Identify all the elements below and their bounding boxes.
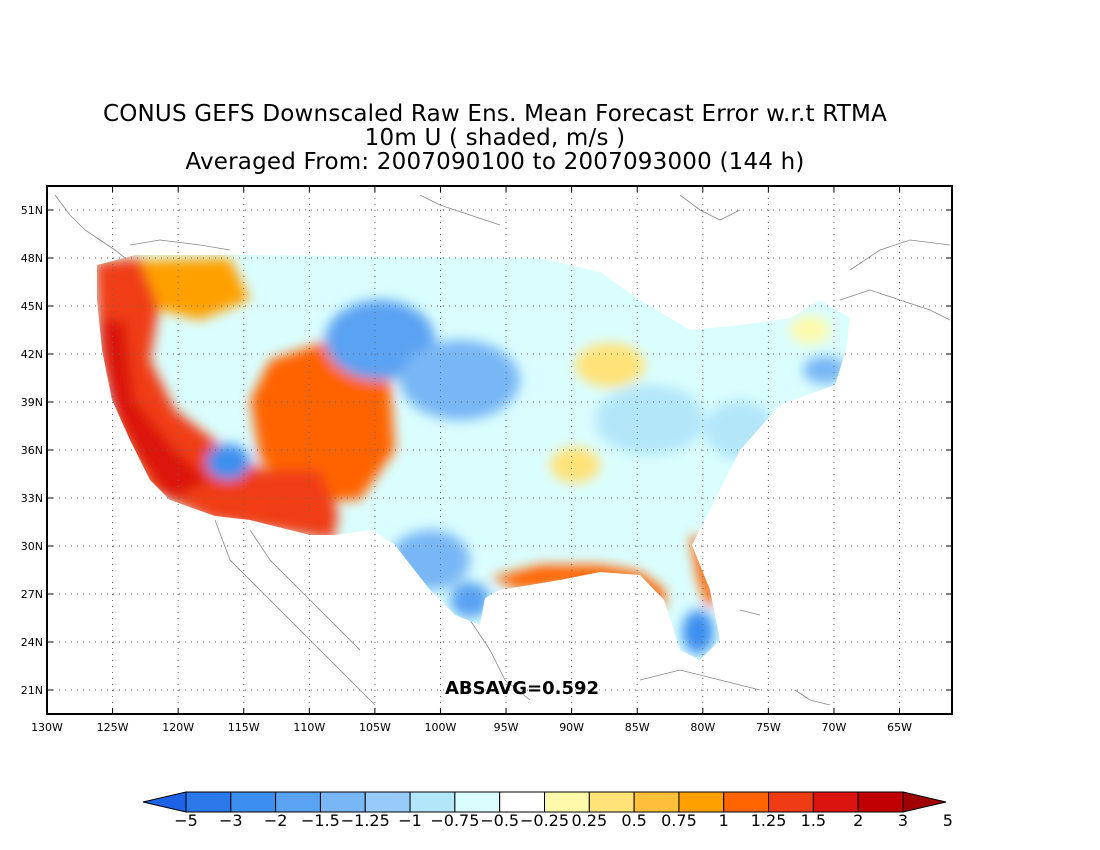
absavg-annotation: ABSAVG=0.592 [445, 678, 599, 699]
colorbar-label: −5 [174, 811, 198, 830]
colorbar-cell [364, 791, 411, 813]
colorbar-cell [409, 791, 456, 813]
southwest-positive-region [260, 470, 340, 530]
colorbar-label: 2 [853, 811, 863, 830]
colorbar-label: −1 [398, 811, 422, 830]
west-coast-strong-region [100, 320, 210, 500]
colorbar-label: −1.5 [301, 811, 340, 830]
error-shading-field [97, 255, 850, 660]
lon-tick-label: 125W [97, 721, 129, 734]
lat-tick-label: 39N [21, 396, 43, 409]
lat-tick-label: 48N [21, 252, 43, 265]
colorbar-cell [902, 791, 947, 813]
lon-tick-label: 75W [756, 721, 781, 734]
lon-tick-label: 90W [559, 721, 584, 734]
colorbar-cell [633, 791, 680, 813]
colorbar-cell [499, 791, 545, 813]
lon-tick-label: 115W [228, 721, 260, 734]
colorbar: −5 −3 −2 −1.5 −1.25 −1 −0.75 −0.5 −0.25 0.25 0.5 0.… [142, 791, 953, 830]
colorbar-label: 0.5 [621, 811, 646, 830]
coastline-outlines [54, 194, 951, 706]
appalachia-negative-region [705, 400, 775, 460]
lon-tick-label: 65W [887, 721, 912, 734]
colorbar-label: −0.5 [480, 811, 519, 830]
colorbar-label: −3 [219, 811, 243, 830]
lat-tick-label: 42N [21, 348, 43, 361]
lat-tick-label: 33N [21, 492, 43, 505]
rockies-negative-region [325, 300, 435, 380]
lon-tick-label: 95W [494, 721, 519, 734]
colorbar-cell [275, 791, 321, 813]
lat-tick-label: 21N [21, 684, 43, 697]
lat-tick-label: 36N [21, 444, 43, 457]
map-title-block: CONUS GEFS Downscaled Raw Ens. Mean Fore… [0, 102, 990, 174]
colorbar-cell [454, 791, 501, 813]
lon-tick-label: 100W [425, 721, 457, 734]
colorbar-cell [142, 791, 187, 813]
great-basin-negative-region [206, 444, 250, 480]
great-basin-positive-region [250, 340, 395, 500]
colorbar-cell [678, 791, 725, 813]
lon-tick-label: 80W [690, 721, 715, 734]
graticule-grid [47, 186, 952, 714]
colorbar-label: −0.25 [520, 811, 569, 830]
new-england-positive-region [790, 316, 830, 344]
longitude-axis: 130W 125W 120W 115W 110W 105W 100W 95W 90W 85W 80W… [31, 186, 912, 734]
map-title-line-1: CONUS GEFS Downscaled Raw Ens. Mean Fore… [102, 101, 888, 127]
lat-tick-label: 24N [21, 636, 43, 649]
lon-tick-label: 105W [359, 721, 391, 734]
plains-negative-region [400, 340, 520, 420]
lon-tick-label: 70W [822, 721, 847, 734]
lon-tick-label: 110W [293, 721, 325, 734]
colorbar-label: −1.25 [341, 811, 390, 830]
colorbar-cell [857, 791, 904, 813]
colorbar-cell [230, 791, 277, 813]
colorbar-cell [319, 791, 366, 813]
lon-tick-label: 120W [162, 721, 194, 734]
arkansas-positive-region [550, 447, 600, 483]
colorbar-label: 1.25 [751, 811, 787, 830]
northeast-negative-region [803, 356, 847, 384]
colorbar-cell [185, 791, 232, 813]
great-lakes-positive-region [575, 343, 645, 387]
colorbar-label: 1 [719, 811, 729, 830]
colorbar-label: 1.5 [801, 811, 826, 830]
lat-tick-label: 27N [21, 588, 43, 601]
map-title-line-3: Averaged From: 2007090100 to 2007093000 … [185, 149, 805, 175]
colorbar-label: 0.25 [572, 811, 608, 830]
pnw-positive-region [140, 258, 250, 320]
lat-tick-label: 30N [21, 540, 43, 553]
florida-negative-region [682, 610, 714, 654]
colorbar-cell [588, 791, 635, 813]
latitude-axis: 51N 48N 45N 42N 39N 36N 33N 30N 27N 24N 21N [21, 204, 952, 697]
colorbar-label: 0.75 [661, 811, 697, 830]
texas-negative-region [390, 530, 470, 590]
colorbar-cell [544, 791, 590, 813]
lat-tick-label: 45N [21, 300, 43, 313]
colorbar-label: −0.75 [430, 811, 479, 830]
lon-tick-label: 85W [625, 721, 650, 734]
lat-tick-label: 51N [21, 204, 43, 217]
colorbar-label: 5 [943, 811, 953, 830]
south-texas-negative-region [450, 582, 490, 618]
colorbar-cell [723, 791, 770, 813]
lon-tick-label: 130W [31, 721, 63, 734]
map-title-line-2: 10m U ( shaded, m/s ) [364, 125, 626, 151]
colorbar-label: 3 [898, 811, 908, 830]
colorbar-cell [812, 791, 859, 813]
midwest-negative-region [595, 385, 705, 455]
colorbar-label: −2 [264, 811, 288, 830]
colorbar-cell [768, 791, 814, 813]
